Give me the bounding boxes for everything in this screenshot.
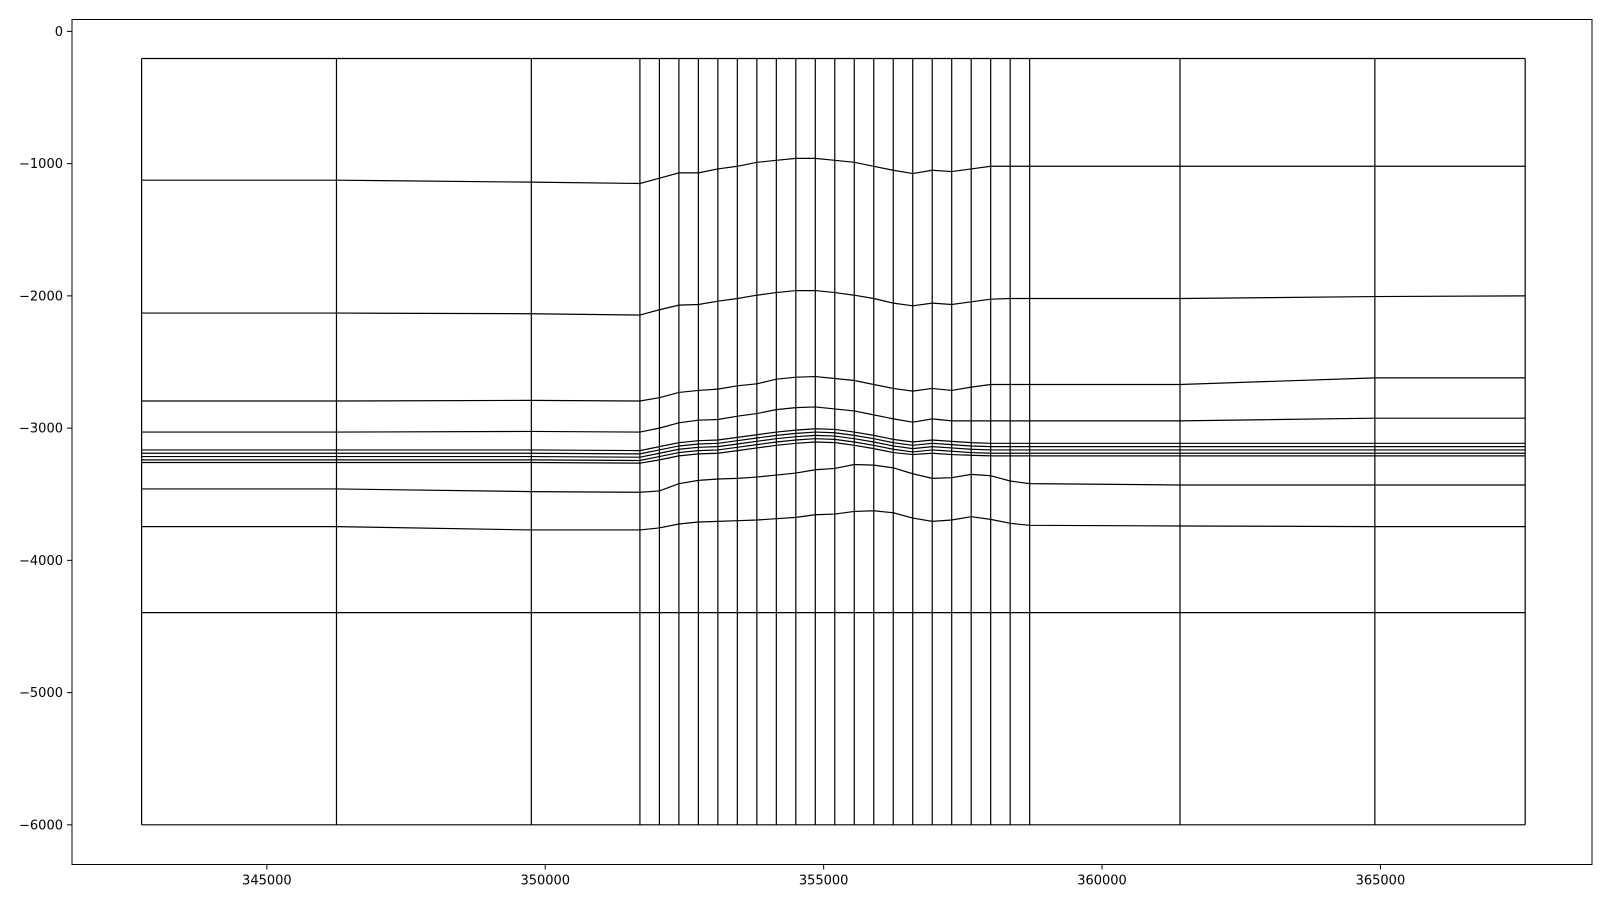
x-tick-label-3: 355000 <box>799 874 849 889</box>
x-axis: 345000 350000 355000 360000 365000 <box>242 864 1406 889</box>
y-tick-label-6: −5000 <box>19 686 63 701</box>
y-tick-label-1: 0 <box>55 25 63 40</box>
x-tick-label-2: 350000 <box>520 874 570 889</box>
x-tick-label-1: 345000 <box>242 874 292 889</box>
y-tick-label-7: −6000 <box>19 818 63 833</box>
y-axis: 0 −1000 −2000 −3000 −4000 −5000 −6000 <box>19 25 72 833</box>
x-tick-label-4: 360000 <box>1077 874 1127 889</box>
y-tick-label-2: −1000 <box>19 157 63 172</box>
mesh-layer <box>141 57 1526 826</box>
y-tick-label-3: −2000 <box>19 289 63 304</box>
y-tick-label-4: −3000 <box>19 422 63 437</box>
x-tick-label-5: 365000 <box>1356 874 1406 889</box>
plot-frame <box>71 19 1593 865</box>
y-tick-label-5: −4000 <box>19 554 63 569</box>
